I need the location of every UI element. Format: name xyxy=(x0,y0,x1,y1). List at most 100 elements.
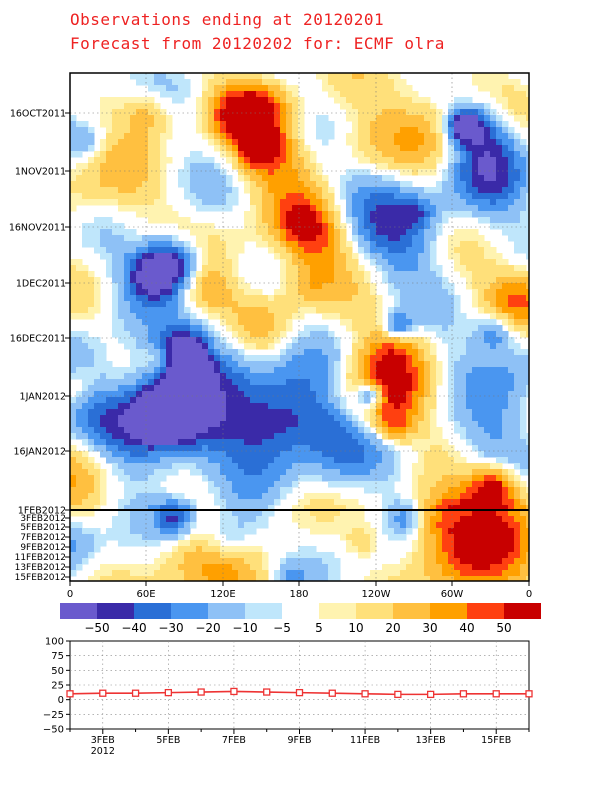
field-cell xyxy=(214,421,221,428)
field-cell xyxy=(418,103,425,110)
field-cell xyxy=(478,85,485,92)
field-cell xyxy=(484,522,491,529)
field-cell xyxy=(124,487,131,494)
field-cell xyxy=(424,139,431,146)
field-cell xyxy=(424,187,431,194)
field-cell xyxy=(160,534,167,541)
field-cell xyxy=(136,505,143,510)
field-cell xyxy=(154,439,161,446)
field-cell xyxy=(394,271,401,278)
field-cell xyxy=(496,169,503,176)
field-cell xyxy=(340,469,347,476)
field-cell xyxy=(382,121,389,128)
field-cell xyxy=(460,463,467,470)
field-cell xyxy=(196,97,203,104)
field-cell xyxy=(520,187,527,194)
field-cell xyxy=(142,175,149,182)
field-cell xyxy=(226,463,233,470)
field-cell xyxy=(172,289,179,296)
field-cell xyxy=(406,510,413,517)
field-cell xyxy=(244,307,251,314)
field-cell xyxy=(472,331,479,338)
field-cell xyxy=(268,439,275,446)
field-cell xyxy=(412,403,419,410)
field-cell xyxy=(136,265,143,272)
field-cell xyxy=(130,73,137,80)
field-cell xyxy=(154,115,161,122)
field-cell xyxy=(400,169,407,176)
field-cell xyxy=(280,133,287,140)
field-cell xyxy=(340,295,347,302)
field-cell xyxy=(118,457,125,464)
field-cell xyxy=(298,235,305,242)
field-cell xyxy=(370,109,377,116)
field-cell xyxy=(388,534,395,541)
field-cell xyxy=(130,199,137,206)
field-cell xyxy=(280,115,287,122)
field-cell xyxy=(448,139,455,146)
field-cell xyxy=(274,427,281,434)
field-cell xyxy=(274,367,281,374)
field-cell xyxy=(430,235,437,242)
field-cell xyxy=(442,289,449,296)
field-cell xyxy=(82,469,89,476)
field-cell xyxy=(418,505,425,510)
field-cell xyxy=(316,277,323,284)
field-cell xyxy=(196,373,203,380)
field-cell xyxy=(262,163,269,170)
field-cell xyxy=(142,199,149,206)
field-cell xyxy=(520,355,527,362)
field-cell xyxy=(424,289,431,296)
field-cell xyxy=(286,97,293,104)
field-cell xyxy=(250,427,257,434)
observed-anomaly-field xyxy=(70,73,529,510)
field-cell xyxy=(424,403,431,410)
field-cell xyxy=(292,355,299,362)
field-cell xyxy=(202,307,209,314)
field-cell xyxy=(208,139,215,146)
field-cell xyxy=(70,457,77,464)
field-cell xyxy=(226,313,233,320)
field-cell xyxy=(406,211,413,218)
field-cell xyxy=(442,475,449,482)
field-cell xyxy=(376,319,383,326)
field-cell xyxy=(478,439,485,446)
field-cell xyxy=(466,397,473,404)
field-cell xyxy=(292,139,299,146)
field-cell xyxy=(232,325,239,332)
field-cell xyxy=(148,361,155,368)
field-cell xyxy=(274,133,281,140)
field-cell xyxy=(490,487,497,494)
field-cell xyxy=(88,493,95,500)
field-cell xyxy=(376,385,383,392)
field-cell xyxy=(214,175,221,182)
field-cell xyxy=(298,247,305,254)
field-cell xyxy=(112,403,119,410)
field-cell xyxy=(94,355,101,362)
field-cell xyxy=(346,510,353,517)
field-cell xyxy=(436,427,443,434)
field-cell xyxy=(286,151,293,158)
field-cell xyxy=(196,331,203,338)
field-cell xyxy=(316,493,323,500)
field-cell xyxy=(466,229,473,236)
field-cell xyxy=(382,451,389,458)
field-cell xyxy=(346,133,353,140)
field-cell xyxy=(310,175,317,182)
field-cell xyxy=(118,397,125,404)
field-cell xyxy=(412,235,419,242)
field-cell xyxy=(94,343,101,350)
field-cell xyxy=(250,379,257,386)
field-cell xyxy=(388,235,395,242)
field-cell xyxy=(424,313,431,320)
field-cell xyxy=(418,145,425,152)
field-cell xyxy=(76,139,83,146)
field-cell xyxy=(370,379,377,386)
field-cell xyxy=(472,163,479,170)
field-cell xyxy=(472,109,479,116)
field-cell xyxy=(220,283,227,290)
field-cell xyxy=(304,516,311,523)
field-cell xyxy=(148,319,155,326)
field-cell xyxy=(394,277,401,284)
field-cell xyxy=(286,373,293,380)
